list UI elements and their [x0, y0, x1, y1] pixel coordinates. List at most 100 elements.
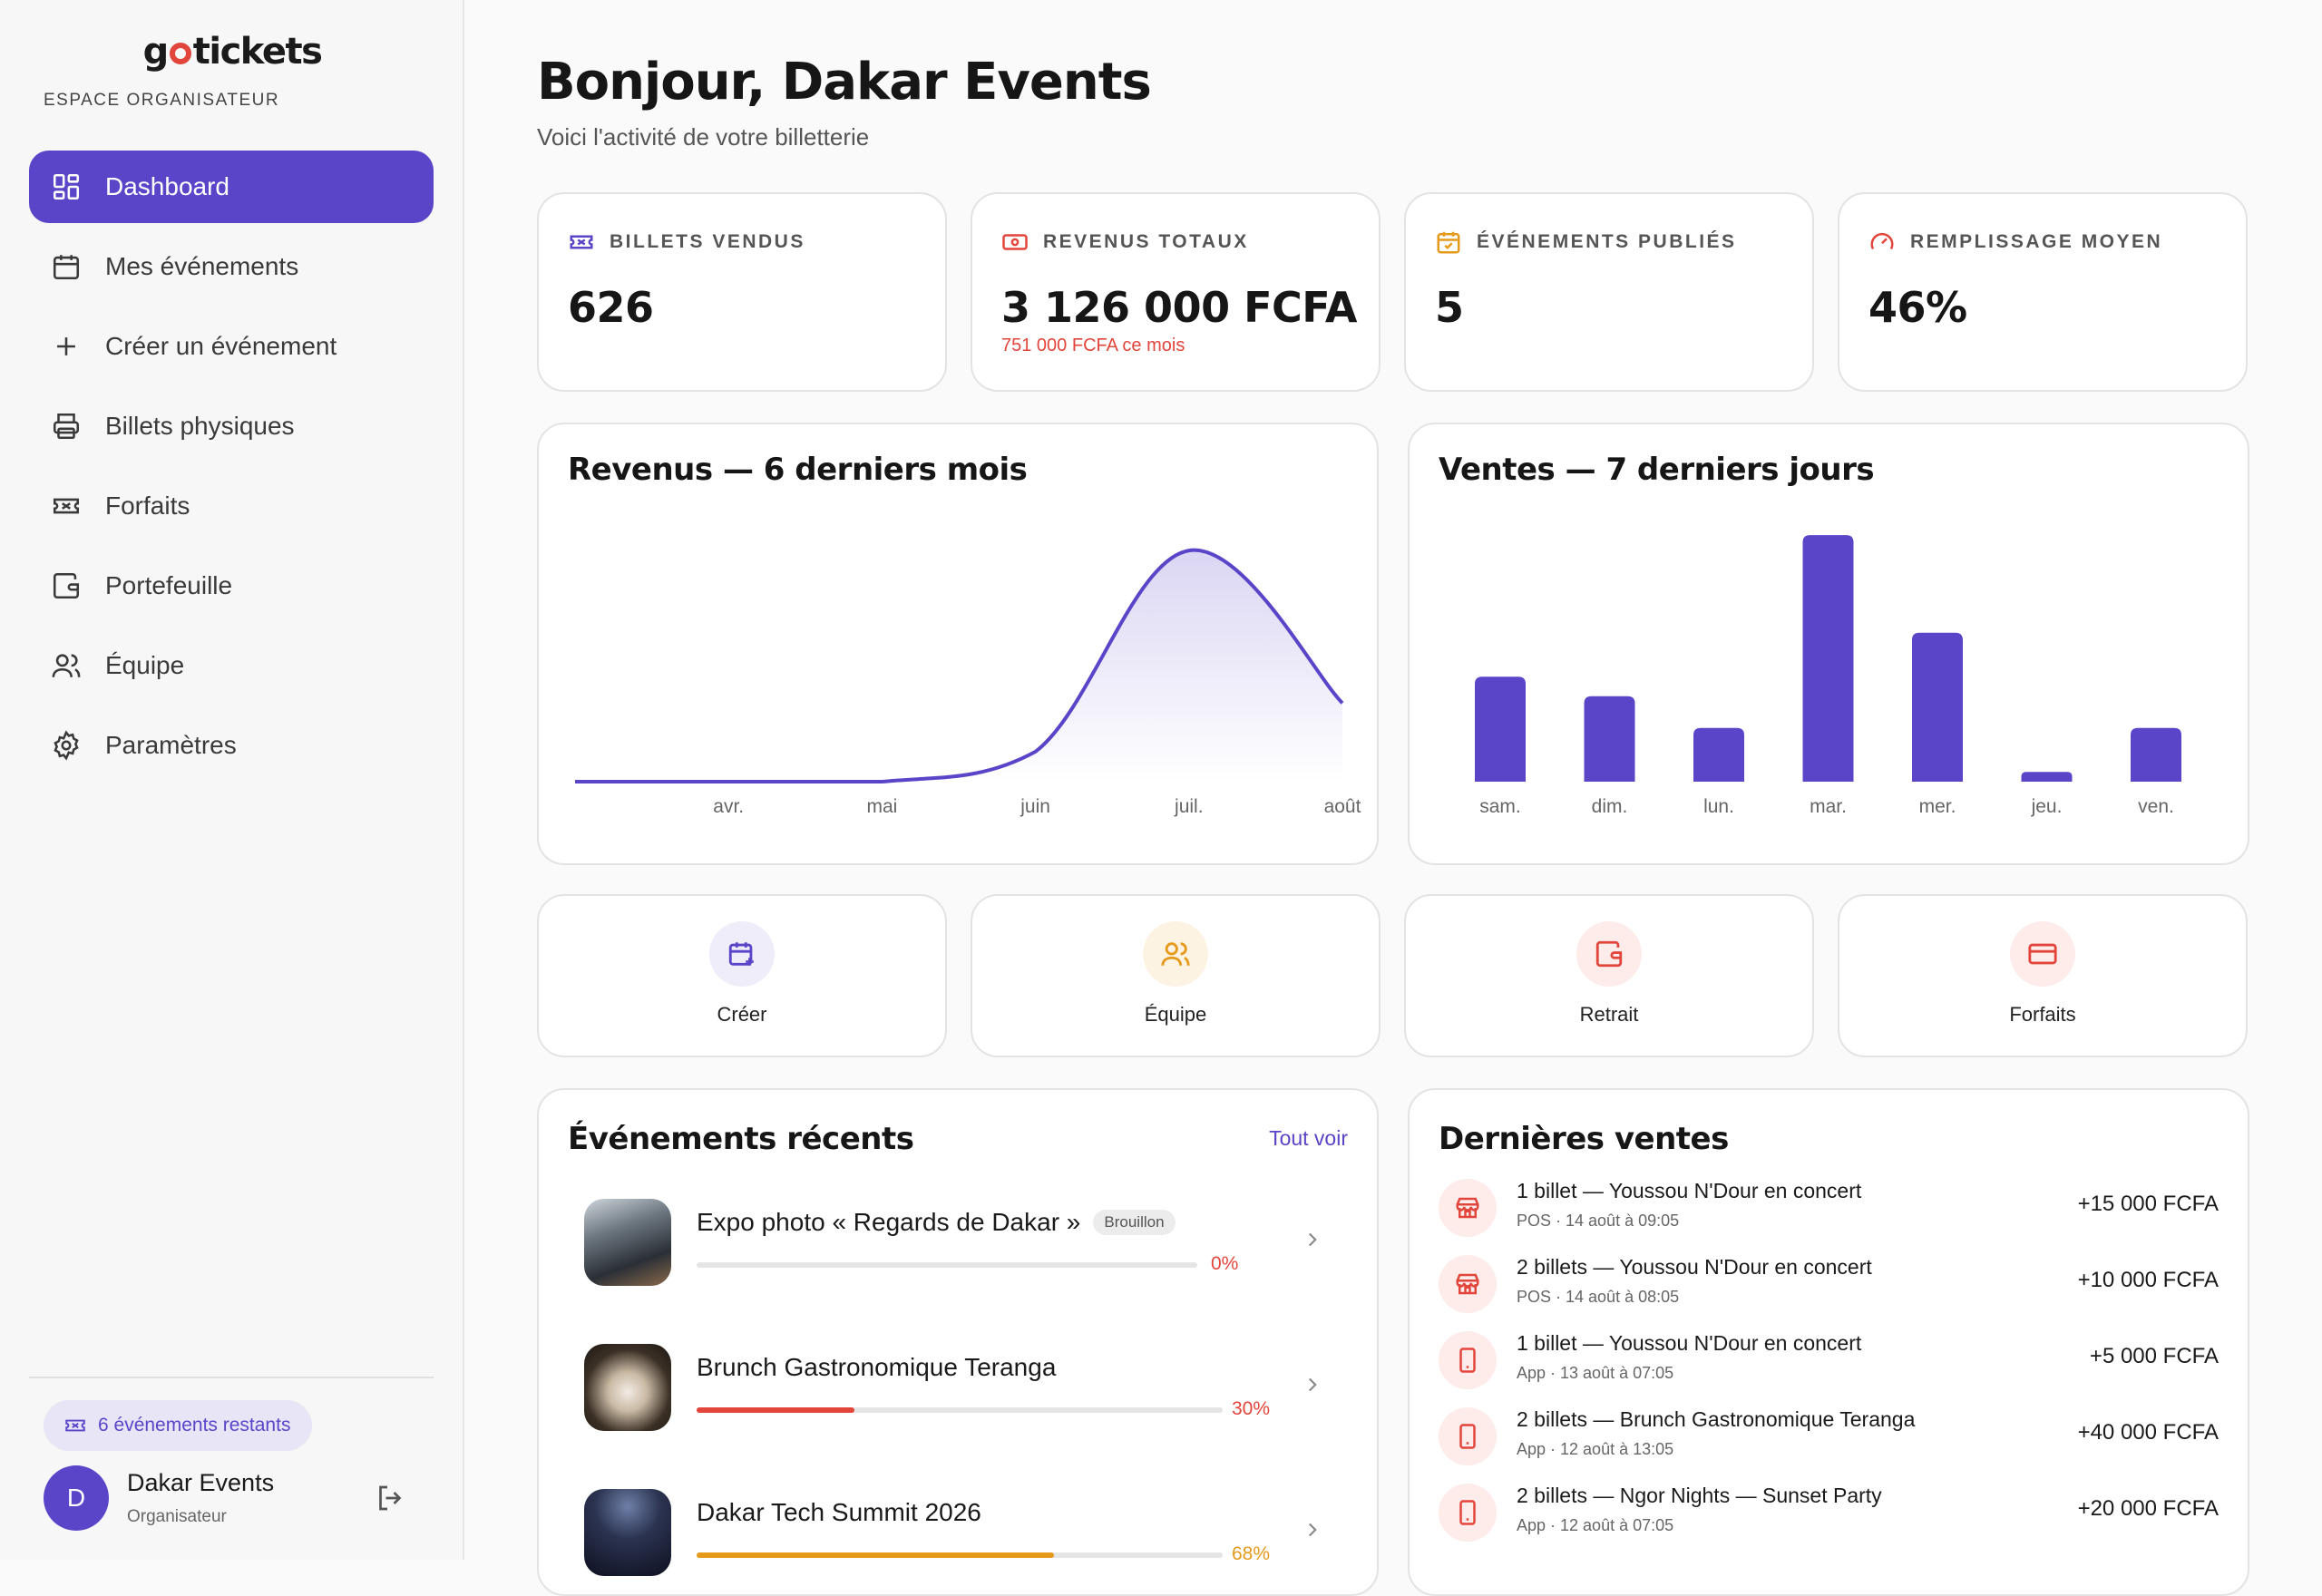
x-tick-label: août — [1324, 796, 1361, 817]
stat-card-total-revenue: REVENUS TOTAUX 3 126 000 FCFA 751 000 FC… — [971, 192, 1381, 392]
progress-track — [697, 1552, 1223, 1558]
sale-row[interactable]: 2 billets — Brunch Gastronomique Teranga… — [1439, 1407, 2219, 1484]
store-icon — [1456, 1273, 1479, 1295]
sidebar-item-label: Forfaits — [105, 491, 190, 520]
icon-circle — [1439, 1255, 1497, 1313]
sales-bar — [1475, 676, 1526, 782]
page-title: Bonjour, Dakar Events — [537, 53, 1152, 112]
credit-card-icon — [2028, 943, 2057, 965]
sidebar-item-label: Billets physiques — [105, 412, 295, 440]
stat-label-row: REVENUS TOTAUX — [1001, 229, 1249, 256]
sales-bar — [2131, 727, 2181, 782]
sidebar-item-label: Paramètres — [105, 731, 237, 759]
recent-events-card: Événements récents Tout voir Expo photo … — [537, 1088, 1379, 1596]
chevron-right-icon[interactable] — [1301, 1371, 1324, 1398]
icon-circle — [1143, 921, 1208, 987]
event-name: Expo photo « Regards de Dakar » — [697, 1208, 1081, 1236]
stat-card-published-events: ÉVÉNEMENTS PUBLIÉS 5 — [1404, 192, 1814, 392]
sale-title: 2 billets — Youssou N'Dour en concert — [1517, 1255, 1872, 1279]
sale-meta: POS · 14 août à 09:05 — [1517, 1212, 1680, 1230]
sales-bar-chart: sam. dim. lun. mar. mer. jeu. ven. — [1475, 535, 2181, 817]
sales-bar — [1912, 632, 1963, 782]
sale-row[interactable]: 1 billet — Youssou N'Dour en concert POS… — [1439, 1179, 2219, 1255]
chart-title: Ventes — 7 derniers jours — [1439, 452, 1875, 488]
wallet-icon — [1595, 940, 1623, 968]
sale-title: 2 billets — Brunch Gastronomique Teranga — [1517, 1407, 1916, 1431]
latest-sales-card: Dernières ventes 1 billet — Youssou N'Do… — [1408, 1088, 2249, 1596]
sidebar-item-team[interactable]: Équipe — [29, 629, 434, 702]
sidebar-item-wallet[interactable]: Portefeuille — [29, 550, 434, 622]
stat-value: 46% — [1868, 283, 1967, 332]
chevron-right-icon[interactable] — [1301, 1226, 1324, 1253]
gauge-icon — [1870, 232, 1894, 250]
sidebar-item-label: Portefeuille — [105, 571, 233, 599]
ticket-icon — [65, 1419, 85, 1432]
avatar[interactable]: D — [44, 1465, 109, 1531]
plus-icon — [57, 337, 75, 355]
see-all-link[interactable]: Tout voir — [1269, 1126, 1348, 1150]
sales-bar — [1584, 696, 1635, 782]
chevron-right-icon[interactable] — [1301, 1516, 1324, 1543]
users-icon — [1161, 942, 1190, 966]
icon-circle — [709, 921, 775, 987]
x-tick-label: mer. — [1919, 796, 1956, 817]
sale-title: 2 billets — Ngor Nights — Sunset Party — [1517, 1484, 1882, 1507]
event-row[interactable]: Brunch Gastronomique Teranga 30% — [584, 1344, 1328, 1444]
sidebar-divider — [29, 1377, 434, 1378]
sale-row[interactable]: 1 billet — Youssou N'Dour en concert App… — [1439, 1331, 2219, 1407]
sidebar-item-physical-tickets[interactable]: Billets physiques — [29, 390, 434, 462]
quick-action-team[interactable]: Équipe — [971, 894, 1381, 1057]
sidebar-item-label: Créer un événement — [105, 332, 337, 360]
quick-action-label: Forfaits — [2009, 1003, 2076, 1026]
calendar-check-icon — [1437, 231, 1460, 254]
ticket-icon — [53, 498, 80, 514]
sidebar-item-settings[interactable]: Paramètres — [29, 709, 434, 782]
stat-label: REVENUS TOTAUX — [1043, 231, 1249, 252]
recent-events-title: Événements récents — [568, 1121, 914, 1157]
event-thumbnail — [584, 1489, 671, 1576]
sidebar-item-dashboard[interactable]: Dashboard — [29, 151, 434, 223]
event-row[interactable]: Dakar Tech Summit 2026 68% — [584, 1489, 1328, 1589]
remaining-events-badge[interactable]: 6 événements restants — [44, 1400, 313, 1451]
sale-meta: POS · 14 août à 08:05 — [1517, 1288, 1680, 1306]
logo-o-ring — [169, 43, 191, 64]
progress-track — [697, 1262, 1197, 1268]
sidebar-item-events[interactable]: Mes événements — [29, 230, 434, 303]
stat-label: ÉVÉNEMENTS PUBLIÉS — [1477, 231, 1737, 252]
sidebar-item-label: Mes événements — [105, 252, 299, 280]
printer-icon — [53, 413, 80, 440]
users-icon — [52, 654, 81, 677]
revenue-chart-card: Revenus — 6 derniers mois avr. mai juin jui… — [537, 423, 1379, 865]
stat-value: 5 — [1435, 283, 1464, 332]
store-icon — [1456, 1197, 1479, 1219]
x-tick-label: dim. — [1592, 796, 1628, 817]
revenue-line — [575, 548, 1344, 784]
sale-amount: +5 000 FCFA — [2089, 1344, 2219, 1368]
icon-circle — [1439, 1331, 1497, 1389]
event-name: Brunch Gastronomique Teranga — [697, 1353, 1057, 1381]
remaining-events-text: 6 événements restants — [98, 1415, 291, 1435]
progress-percent: 0% — [1211, 1253, 1239, 1274]
event-row[interactable]: Expo photo « Regards de Dakar » Brouillon… — [584, 1199, 1328, 1299]
progress-percent: 30% — [1232, 1398, 1271, 1419]
sale-row[interactable]: 2 billets — Ngor Nights — Sunset Party A… — [1439, 1484, 2219, 1560]
logout-icon[interactable] — [374, 1482, 406, 1514]
page-subtitle: Voici l'activité de votre billetterie — [537, 123, 870, 151]
gotickets-logo[interactable]: g tickets — [142, 31, 323, 73]
quick-action-create[interactable]: Créer — [537, 894, 947, 1057]
quick-action-packages[interactable]: Forfaits — [1838, 894, 2248, 1057]
sidebar-item-packages[interactable]: Forfaits — [29, 470, 434, 542]
stat-card-tickets-sold: BILLETS VENDUS 626 — [537, 192, 947, 392]
chart-title: Revenus — 6 derniers mois — [568, 452, 1028, 488]
sale-row[interactable]: 2 billets — Youssou N'Dour en concert PO… — [1439, 1255, 2219, 1331]
sale-amount: +15 000 FCFA — [2077, 1192, 2219, 1216]
sales-chart-card: Ventes — 7 derniers jours sam. dim. lun. ma… — [1408, 423, 2249, 865]
stat-label: REMPLISSAGE MOYEN — [1910, 231, 2163, 252]
revenue-area-fill — [575, 550, 1342, 782]
space-label: ESPACE ORGANISATEUR — [44, 91, 280, 110]
sidebar-item-create-event[interactable]: Créer un événement — [29, 310, 434, 383]
icon-circle — [1439, 1407, 1497, 1465]
icon-circle — [1576, 921, 1642, 987]
sales-bar — [2021, 772, 2073, 782]
quick-action-withdraw[interactable]: Retrait — [1404, 894, 1814, 1057]
